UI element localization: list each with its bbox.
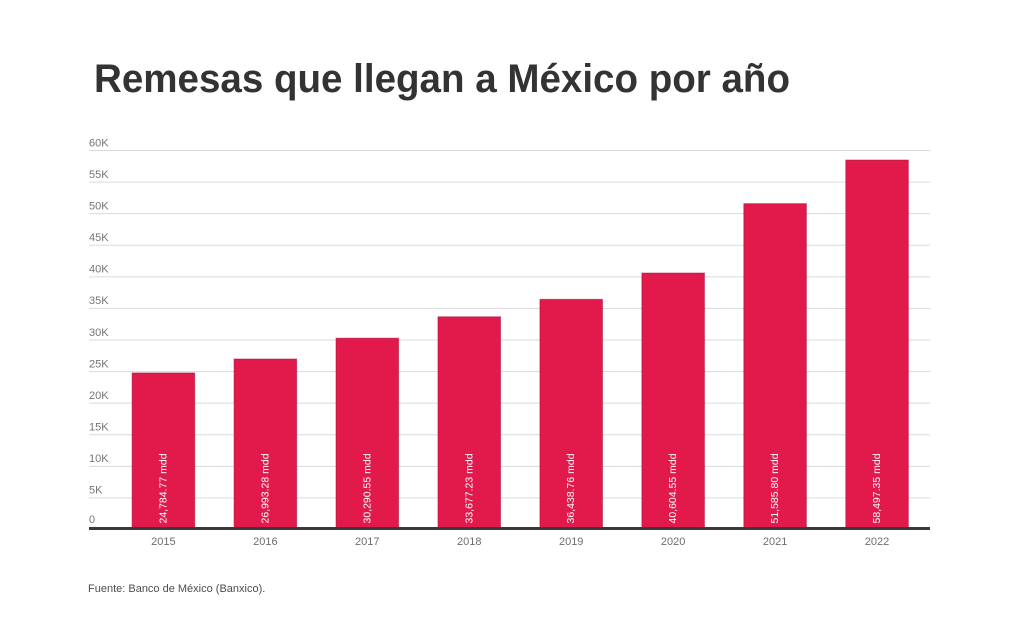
svg-text:40K: 40K (89, 264, 109, 276)
svg-text:35K: 35K (89, 295, 109, 307)
svg-text:58,497.35 mdd: 58,497.35 mdd (871, 453, 883, 523)
svg-text:40,604.55 mdd: 40,604.55 mdd (667, 453, 679, 523)
svg-text:45K: 45K (89, 232, 109, 244)
svg-text:26,993.28 mdd: 26,993.28 mdd (259, 453, 271, 523)
svg-text:2017: 2017 (355, 536, 379, 548)
svg-text:2016: 2016 (253, 536, 277, 548)
svg-text:Remesas que llegan a México po: Remesas que llegan a México por año (94, 57, 790, 101)
svg-text:55K: 55K (89, 169, 109, 181)
svg-text:30,290.55 mdd: 30,290.55 mdd (361, 453, 373, 523)
svg-text:60K: 60K (89, 137, 109, 149)
svg-text:2021: 2021 (763, 536, 787, 548)
svg-text:2022: 2022 (865, 536, 889, 548)
svg-text:Fuente: Banco de México (Banxi: Fuente: Banco de México (Banxico). (88, 583, 265, 595)
svg-text:15K: 15K (89, 422, 109, 434)
svg-text:5K: 5K (89, 485, 103, 497)
svg-text:20K: 20K (89, 390, 109, 402)
svg-text:33,677.23 mdd: 33,677.23 mdd (463, 453, 475, 523)
svg-text:2019: 2019 (559, 536, 583, 548)
svg-text:30K: 30K (89, 327, 109, 339)
svg-text:0: 0 (89, 514, 95, 526)
svg-text:10K: 10K (89, 453, 109, 465)
svg-text:24,784.77 mdd: 24,784.77 mdd (157, 453, 169, 523)
svg-text:36,438.76 mdd: 36,438.76 mdd (565, 453, 577, 523)
svg-text:50K: 50K (89, 200, 109, 212)
svg-text:2020: 2020 (661, 536, 685, 548)
svg-text:25K: 25K (89, 358, 109, 370)
svg-text:2015: 2015 (151, 536, 175, 548)
svg-text:2018: 2018 (457, 536, 481, 548)
svg-text:51,585.80 mdd: 51,585.80 mdd (769, 453, 781, 523)
